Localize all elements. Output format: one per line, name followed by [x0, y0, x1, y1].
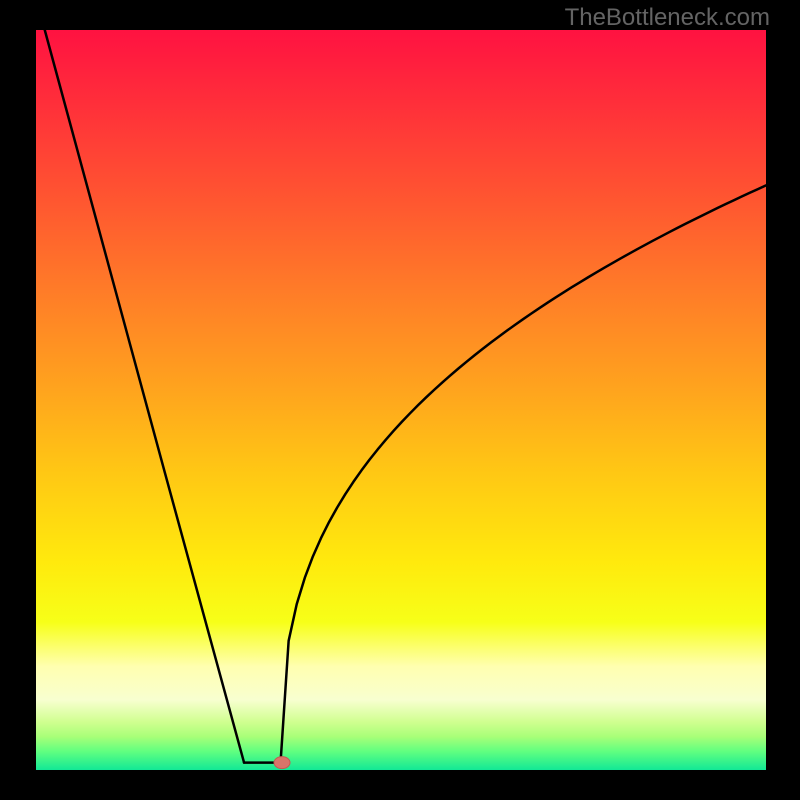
- chart-stage: TheBottleneck.com: [0, 0, 800, 800]
- plot-svg: [0, 0, 800, 800]
- watermark-text: TheBottleneck.com: [565, 4, 770, 32]
- plot-background: [36, 30, 766, 770]
- curve-left-branch: [45, 30, 244, 763]
- curve-right-branch: [281, 185, 766, 762]
- minimum-marker: [274, 757, 290, 769]
